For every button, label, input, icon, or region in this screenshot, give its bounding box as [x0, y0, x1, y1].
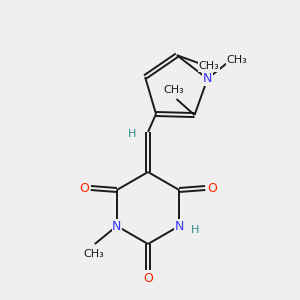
Text: N: N	[112, 220, 122, 232]
Text: CH₃: CH₃	[199, 61, 219, 71]
Text: H: H	[128, 129, 136, 139]
Text: O: O	[79, 182, 89, 194]
Text: CH₃: CH₃	[226, 55, 247, 65]
Text: CH₃: CH₃	[163, 85, 184, 95]
Text: N: N	[175, 220, 184, 232]
Text: CH₃: CH₃	[83, 249, 104, 259]
Text: H: H	[191, 225, 200, 235]
Text: O: O	[207, 182, 217, 194]
Text: N: N	[203, 72, 212, 85]
Text: O: O	[143, 272, 153, 284]
